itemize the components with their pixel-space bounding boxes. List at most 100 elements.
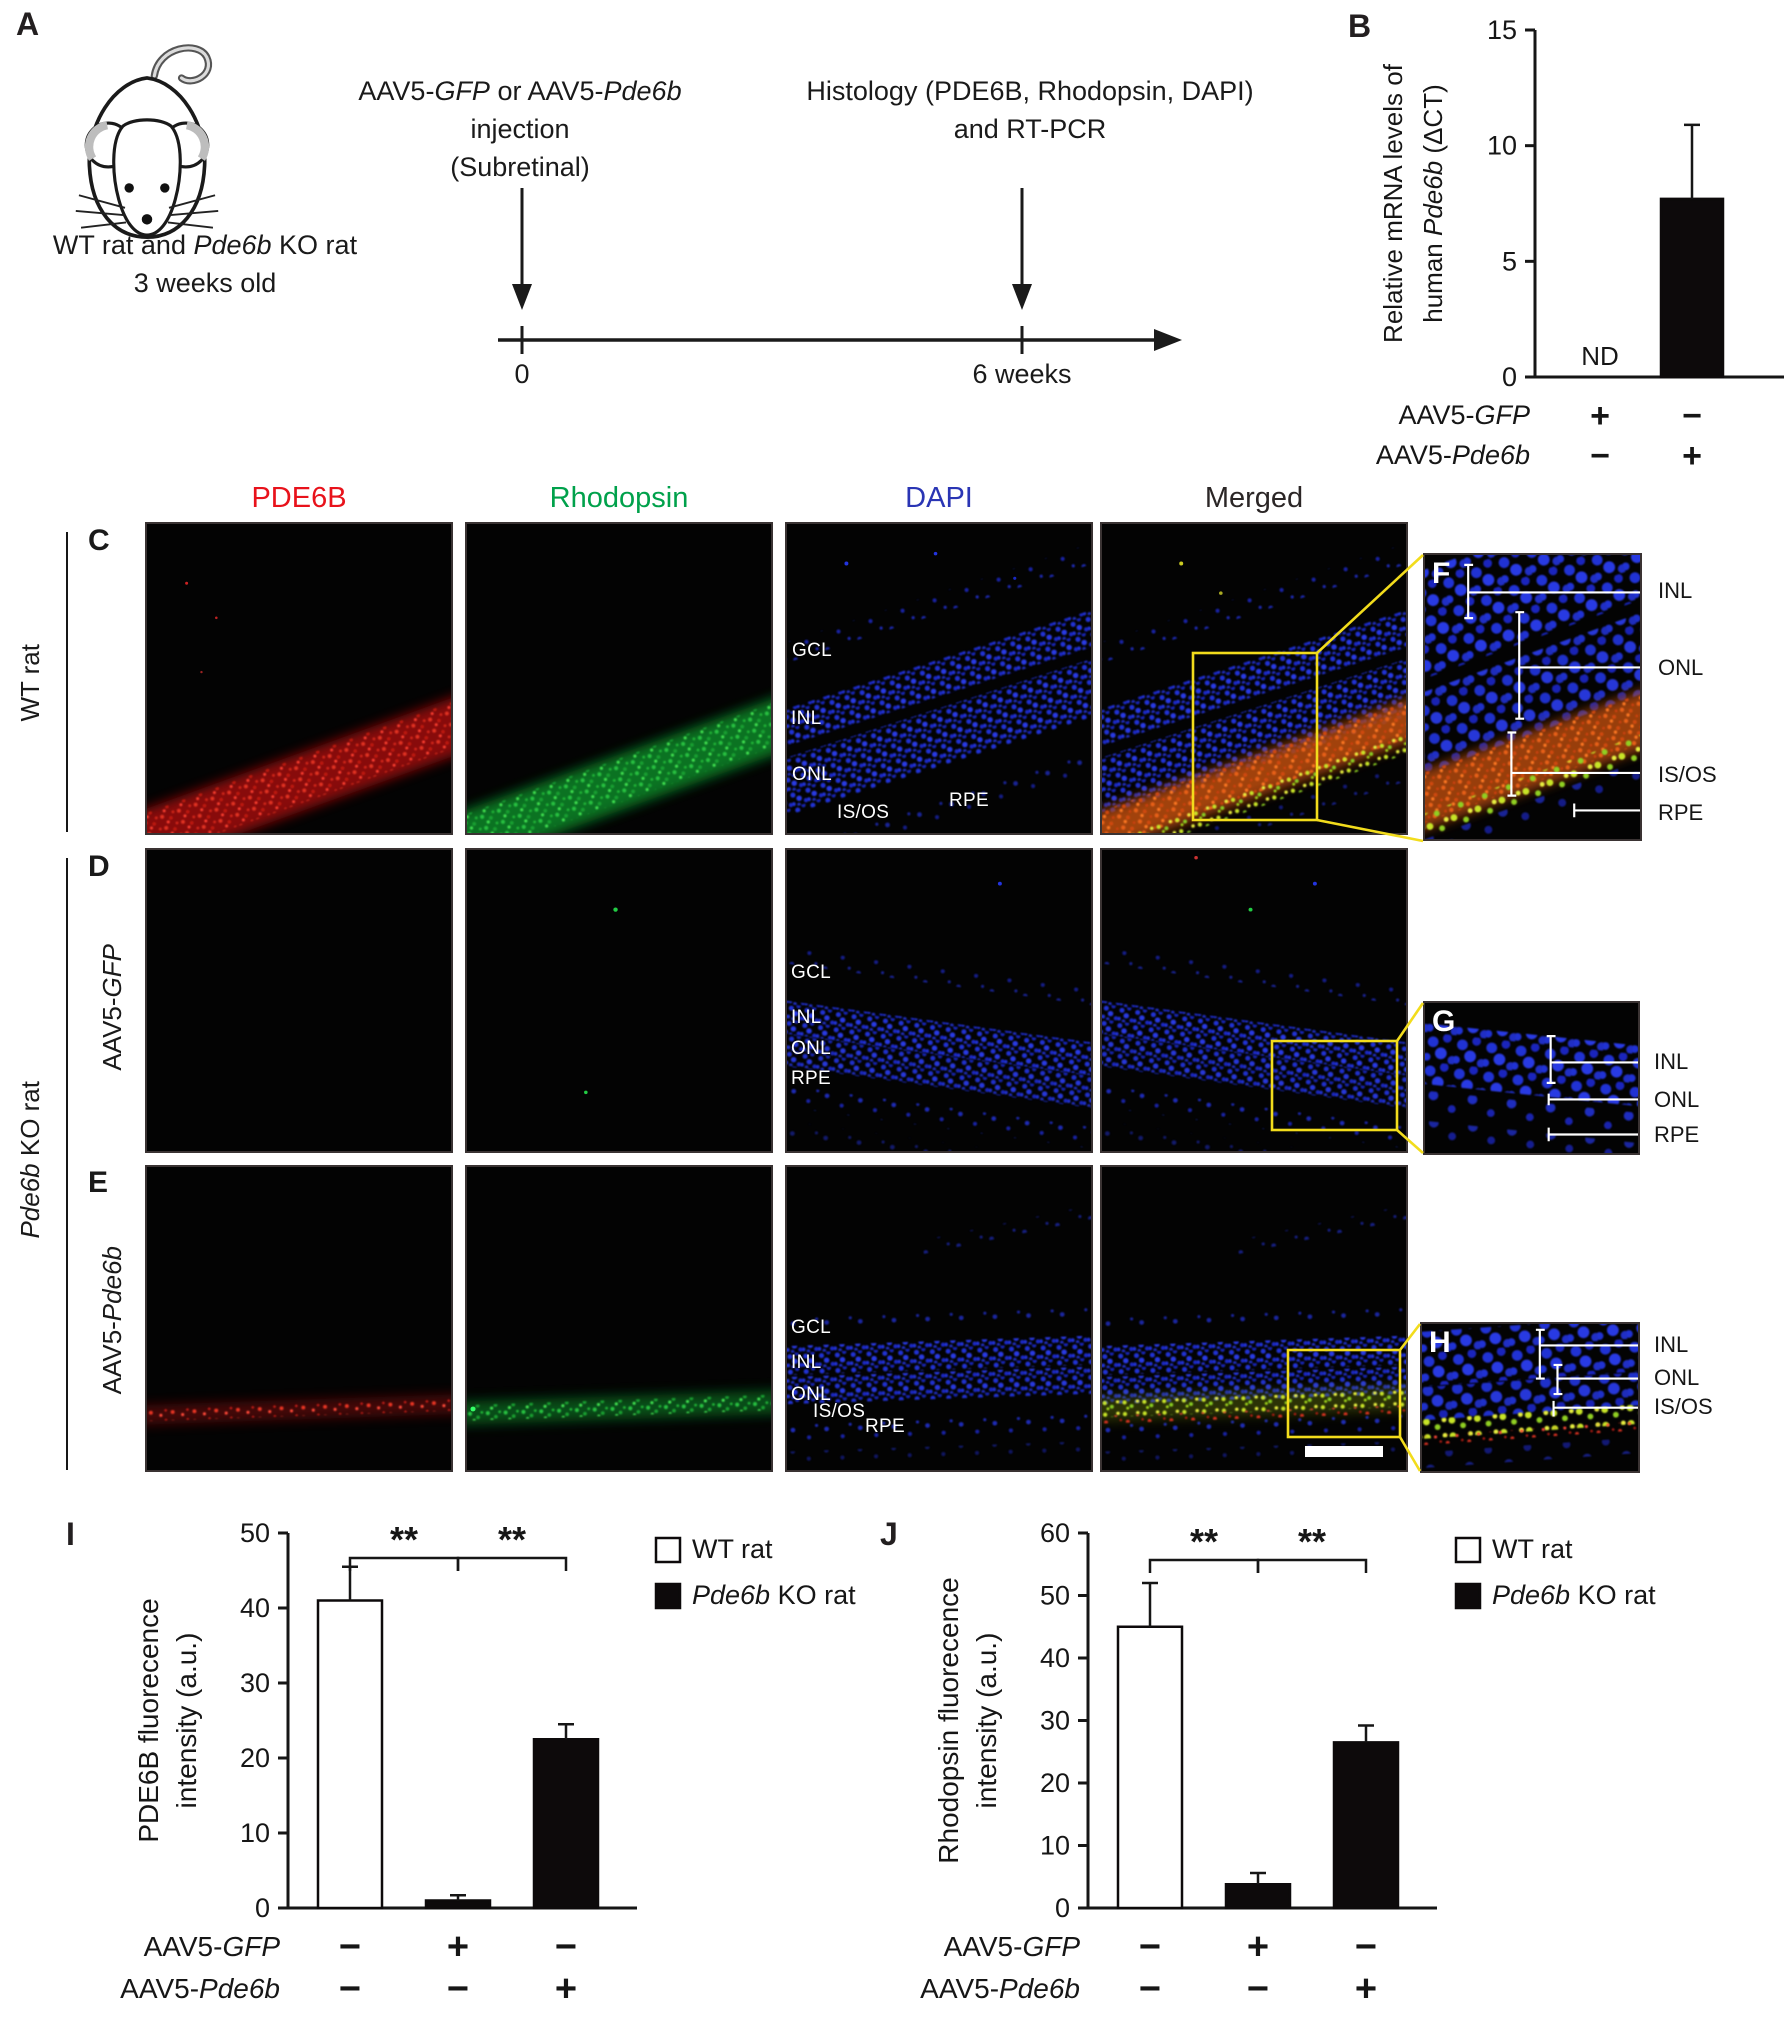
- svg-text:PDE6B fluorecence: PDE6B fluorecence: [133, 1598, 164, 1842]
- micrograph-e-pde6b: [147, 1167, 451, 1470]
- injection-line1: AAV5-GFP or AAV5-Pde6b: [358, 76, 682, 106]
- svg-text:**: **: [390, 1519, 418, 1560]
- rat-icon: [75, 44, 219, 239]
- scale-bar: [1305, 1446, 1383, 1457]
- image-e-dapi: GCL INL ONL IS/OS RPE: [785, 1165, 1093, 1472]
- svg-text:AAV5-GFP: AAV5-GFP: [944, 1931, 1081, 1962]
- svg-text:−: −: [1590, 437, 1610, 475]
- svg-text:10: 10: [1487, 131, 1517, 161]
- timeline-diagram: [498, 188, 1182, 354]
- inset-f-label-isos: IS/OS: [1658, 762, 1717, 787]
- column-header-pde6b: PDE6B: [251, 482, 347, 514]
- micrograph-c-merged: [1102, 524, 1406, 833]
- micrograph-d-pde6b: [147, 850, 451, 1151]
- inset-g: G: [1423, 1001, 1640, 1155]
- inset-h-label-inl: INL: [1654, 1332, 1689, 1357]
- subject-line1: WT rat and Pde6b KO rat: [52, 230, 358, 260]
- histology-caption: Histology (PDE6B, Rhodopsin, DAPI) and R…: [730, 72, 1330, 148]
- inset-f-label-rpe: RPE: [1658, 800, 1704, 825]
- side-label-wt-rat: WT rat: [14, 644, 45, 722]
- svg-text:20: 20: [240, 1743, 270, 1773]
- svg-text:**: **: [498, 1519, 526, 1560]
- svg-text:60: 60: [1040, 1518, 1070, 1548]
- svg-text:20: 20: [1040, 1768, 1070, 1798]
- micrograph-c-pde6b: [147, 524, 451, 833]
- image-c-merged: [1100, 522, 1408, 835]
- svg-text:Pde6b KO rat: Pde6b KO rat: [692, 1580, 856, 1610]
- layer-label-gcl: GCL: [791, 962, 831, 983]
- svg-text:−: −: [1355, 1926, 1377, 1968]
- injection-caption: AAV5-GFP or AAV5-Pde6b injection (Subret…: [270, 72, 770, 186]
- image-e-rhodopsin: [465, 1165, 773, 1472]
- svg-text:**: **: [1298, 1521, 1326, 1562]
- image-d-pde6b: [145, 848, 453, 1153]
- timeline-label-end: 6 weeks: [972, 359, 1072, 389]
- image-d-dapi: GCL INL ONL RPE: [785, 848, 1093, 1153]
- svg-text:0: 0: [1502, 362, 1517, 392]
- layer-label-isos: IS/OS: [813, 1401, 866, 1422]
- svg-text:40: 40: [1040, 1643, 1070, 1673]
- panel-letter-i: I: [66, 1516, 75, 1552]
- inset-g-annotation-lines: [1546, 1035, 1638, 1142]
- svg-text:30: 30: [240, 1668, 270, 1698]
- image-d-merged: [1100, 848, 1408, 1153]
- svg-text:AAV5-Pde6b: AAV5-Pde6b: [920, 1973, 1080, 2004]
- panel-letter-c: C: [88, 524, 110, 557]
- svg-text:AAV5-GFP: AAV5-GFP: [1398, 400, 1530, 430]
- svg-text:−: −: [1139, 1926, 1161, 1968]
- chart-mrna-levels: 0 5 10 15 Relative mRNA levels of human Pde6b…: [1376, 15, 1784, 475]
- layer-label-rpe: RPE: [865, 1416, 905, 1437]
- svg-text:15: 15: [1487, 15, 1517, 45]
- panel-letter-f: F: [1432, 557, 1451, 590]
- image-c-rhodopsin: [465, 522, 773, 835]
- svg-text:−: −: [1247, 1968, 1269, 2010]
- svg-text:50: 50: [240, 1518, 270, 1548]
- svg-text:**: **: [1190, 1521, 1218, 1562]
- inset-h-annotation-lines: [1535, 1328, 1638, 1417]
- svg-text:+: +: [1247, 1926, 1269, 1968]
- svg-text:+: +: [1355, 1968, 1377, 2010]
- svg-text:30: 30: [1040, 1706, 1070, 1736]
- side-label-aav5-gfp: AAV5-GFP: [96, 943, 127, 1071]
- inset-h-label-isos: IS/OS: [1654, 1394, 1713, 1419]
- inset-g-label-onl: ONL: [1654, 1087, 1700, 1112]
- subject-caption: WT rat and Pde6b KO rat 3 weeks old: [5, 226, 405, 302]
- layer-label-rpe: RPE: [791, 1068, 831, 1089]
- svg-text:10: 10: [240, 1818, 270, 1848]
- svg-text:+: +: [447, 1926, 469, 1968]
- svg-text:AAV5-Pde6b: AAV5-Pde6b: [1376, 440, 1530, 470]
- micrograph-e-merged: [1102, 1167, 1406, 1470]
- inset-g-label-inl: INL: [1654, 1049, 1689, 1074]
- injection-line2: injection: [470, 114, 570, 144]
- layer-label-inl: INL: [791, 1007, 822, 1028]
- chart-rhodopsin-intensity: 0 10 20 30 40 50 60 Rhodopsin fluorecence intens…: [920, 1518, 1656, 2010]
- image-d-rhodopsin: [465, 848, 773, 1153]
- inset-g-label-rpe: RPE: [1654, 1122, 1700, 1147]
- svg-text:10: 10: [1040, 1831, 1070, 1861]
- layer-label-gcl: GCL: [792, 640, 832, 661]
- inset-f-label-inl: INL: [1658, 578, 1693, 603]
- svg-text:WT rat: WT rat: [1492, 1534, 1573, 1564]
- svg-text:5: 5: [1502, 246, 1517, 276]
- ko-group-bracket: [66, 858, 68, 1470]
- micrograph-d-rhodopsin: [467, 850, 771, 1151]
- layer-label-inl: INL: [791, 708, 822, 729]
- inset-f: F: [1423, 553, 1642, 841]
- micrograph-e-dapi: [787, 1167, 1091, 1470]
- inset-h: H: [1420, 1322, 1640, 1473]
- layer-label-inl: INL: [791, 1352, 822, 1373]
- micrograph-inset-f: [1425, 555, 1640, 839]
- svg-text:Relative mRNA levels of: Relative mRNA levels of: [1378, 63, 1408, 343]
- histology-line2: and RT-PCR: [953, 114, 1107, 144]
- inset-f-label-onl: ONL: [1658, 655, 1704, 680]
- svg-text:AAV5-Pde6b: AAV5-Pde6b: [120, 1973, 280, 2004]
- svg-text:40: 40: [240, 1593, 270, 1623]
- layer-label-onl: ONL: [792, 764, 832, 785]
- layer-label-onl: ONL: [791, 1384, 831, 1405]
- svg-text:+: +: [1590, 397, 1610, 435]
- svg-text:intensity (a.u.): intensity (a.u.): [171, 1633, 202, 1809]
- svg-text:+: +: [1682, 437, 1702, 475]
- micrograph-c-rhodopsin: [467, 524, 771, 833]
- wt-group-bracket: [66, 532, 68, 832]
